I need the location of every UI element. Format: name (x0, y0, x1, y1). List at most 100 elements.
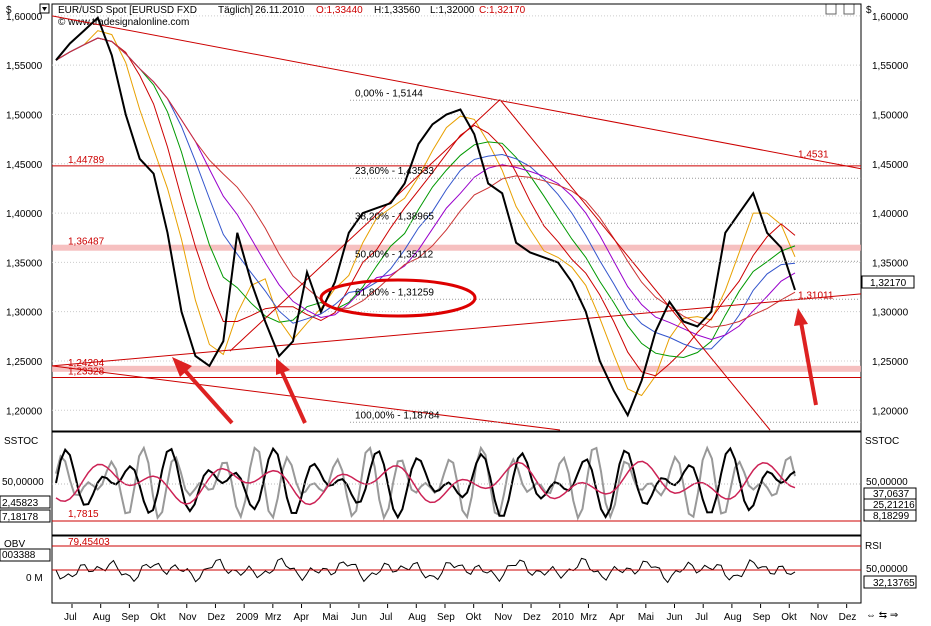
last-price-label: 1,32170 (870, 278, 907, 289)
sstoc-title-right: SSTOC (865, 436, 899, 447)
y-tick-right-8: 1,20000 (872, 406, 909, 417)
x-tick-3: Okt (150, 612, 166, 623)
sstoc-right-50: 50,00000 (866, 477, 908, 488)
price-series (55, 16, 796, 418)
x-tick-16: Dez (523, 612, 541, 623)
arrow-annotations (172, 308, 818, 425)
support-bands (52, 244, 861, 372)
close-value: C:1,32170 (479, 5, 526, 16)
sstoc-left-50: 50,00000 (2, 477, 44, 488)
fib-label-1: 23,60% - 1,43533 (355, 166, 434, 177)
trendline-up-support (51, 293, 862, 367)
sstoc-left-label-1: 2,45823 (2, 498, 39, 509)
sstoc-raw (55, 445, 796, 521)
sstoc-right-label-3: 8,18299 (873, 511, 910, 522)
x-tick-26: Nov (810, 612, 828, 623)
x-tick-5: Dez (207, 612, 225, 623)
arrow-3 (799, 321, 818, 406)
y-tick-right-1: 1,55000 (872, 61, 909, 72)
x-tick-21: Jun (667, 612, 683, 623)
trendline-rally (229, 99, 501, 352)
rsi-right-label: 32,13765 (873, 578, 915, 589)
y-tick-right-3: 1,45000 (872, 160, 909, 171)
y-tick-left-6: 1,30000 (6, 308, 43, 319)
x-tick-4: Nov (179, 612, 197, 623)
x-tick-8: Apr (294, 612, 310, 623)
dropdown-icon[interactable] (39, 3, 50, 14)
fib-annotations: 0,00% - 1,5144 23,60% - 1,43533 38,20% - 1… (350, 88, 861, 423)
moving-average-3 (55, 37, 796, 350)
minimize-icon[interactable] (825, 3, 837, 15)
y-tick-right-0: 1,60000 (872, 12, 909, 23)
sstoc-left-labels: 2,45823 7,18178 1,7815 50,00000 (0, 477, 99, 523)
arrow-2 (279, 369, 307, 424)
x-tick-12: Aug (408, 612, 426, 623)
rsi-50-tick: 50,00000 (866, 564, 908, 575)
moving-averages (55, 30, 796, 397)
y-tick-left-7: 1,25000 (6, 357, 43, 368)
support-band-0 (52, 244, 861, 251)
y-tick-left-0: 1,60000 (6, 12, 43, 23)
x-tick-14: Okt (466, 612, 482, 623)
x-tick-24: Sep (753, 612, 771, 623)
fib-label-4: 61,80% - 1,31259 (355, 287, 434, 298)
trendlines (51, 15, 862, 431)
y-tick-left-5: 1,35000 (6, 258, 43, 269)
last-price-box (861, 275, 915, 289)
sstoc-left-label-2: 7,18178 (2, 512, 39, 523)
scroll-arrows-icon[interactable]: ⇔ ⇆ ⇒ (866, 610, 898, 621)
x-tick-7: Mrz (265, 612, 282, 623)
x-tick-0: Jul (64, 612, 77, 623)
high-value: H:1,33560 (374, 5, 421, 16)
sstoc-d (55, 460, 796, 506)
moving-average-5 (55, 37, 796, 328)
low-value: L:1,32000 (430, 5, 475, 16)
moving-average-2 (55, 37, 796, 359)
arrow-1 (178, 363, 234, 425)
obv-title: OBV (4, 539, 25, 550)
obv-zero-tick: 0 M (26, 573, 43, 584)
sstoc-left-box-1 (0, 495, 51, 509)
level-label-124204: 1,24204 (68, 358, 105, 369)
chevron-down-icon (42, 7, 47, 11)
x-tick-1: Aug (93, 612, 111, 623)
fib-label-3: 50,00% - 1,35112 (355, 249, 434, 260)
chart-date: 26.11.2010 (255, 5, 305, 16)
x-tick-22: Jul (695, 612, 708, 623)
level-label-123328: 1,23328 (68, 366, 105, 377)
price-line (55, 16, 796, 418)
obv-level-label: 79,45403 (68, 537, 110, 548)
x-tick-15: Nov (494, 612, 512, 623)
moving-average-0 (55, 30, 796, 397)
x-axis-ticks: Jul Aug Sep Okt Nov Dez 2009 Mrz Apr Mai Jun Jul Aug… (64, 604, 856, 623)
fib-label-0: 0,00% - 1,5144 (355, 88, 423, 99)
y-tick-right-5: 1,35000 (872, 258, 909, 269)
fib-highlight-ellipse (319, 278, 477, 318)
x-tick-20: Mai (638, 612, 654, 623)
y-tick-left-3: 1,45000 (6, 160, 43, 171)
maximize-icon[interactable] (843, 3, 855, 15)
sstoc-right-box-3 (863, 509, 917, 522)
level-label-131011: 1,31011 (798, 291, 834, 302)
chart-title: EUR/USD Spot [EURUSD FXD (58, 5, 197, 16)
level-label-136487: 1,36487 (68, 237, 105, 248)
sstoc-right-label-2: 25,21216 (873, 500, 915, 511)
y-tick-right-6: 1,30000 (872, 308, 909, 319)
y-tick-right-4: 1,40000 (872, 209, 909, 220)
level-label-14531: 1,4531 (798, 150, 829, 161)
x-tick-2: Sep (121, 612, 139, 623)
y-tick-left-4: 1,40000 (6, 209, 43, 220)
x-tick-11: Jul (380, 612, 393, 623)
y-tick-right-7: 1,25000 (872, 357, 909, 368)
sstoc-k (55, 446, 796, 520)
y-axis-ticks: 1,60000 1,60000 1,55000 1,55000 1,50000 1,500… (6, 12, 909, 417)
moving-average-1 (55, 37, 796, 377)
price-panel (51, 3, 862, 432)
rsi-title: RSI (865, 541, 882, 552)
y-tick-left-1: 1,55000 (6, 61, 43, 72)
fib-label-2: 38,20% - 1,38965 (355, 211, 434, 222)
obv-left-box (0, 548, 51, 562)
trendline-down-lower (51, 365, 561, 431)
arrow-head-1 (172, 357, 192, 377)
